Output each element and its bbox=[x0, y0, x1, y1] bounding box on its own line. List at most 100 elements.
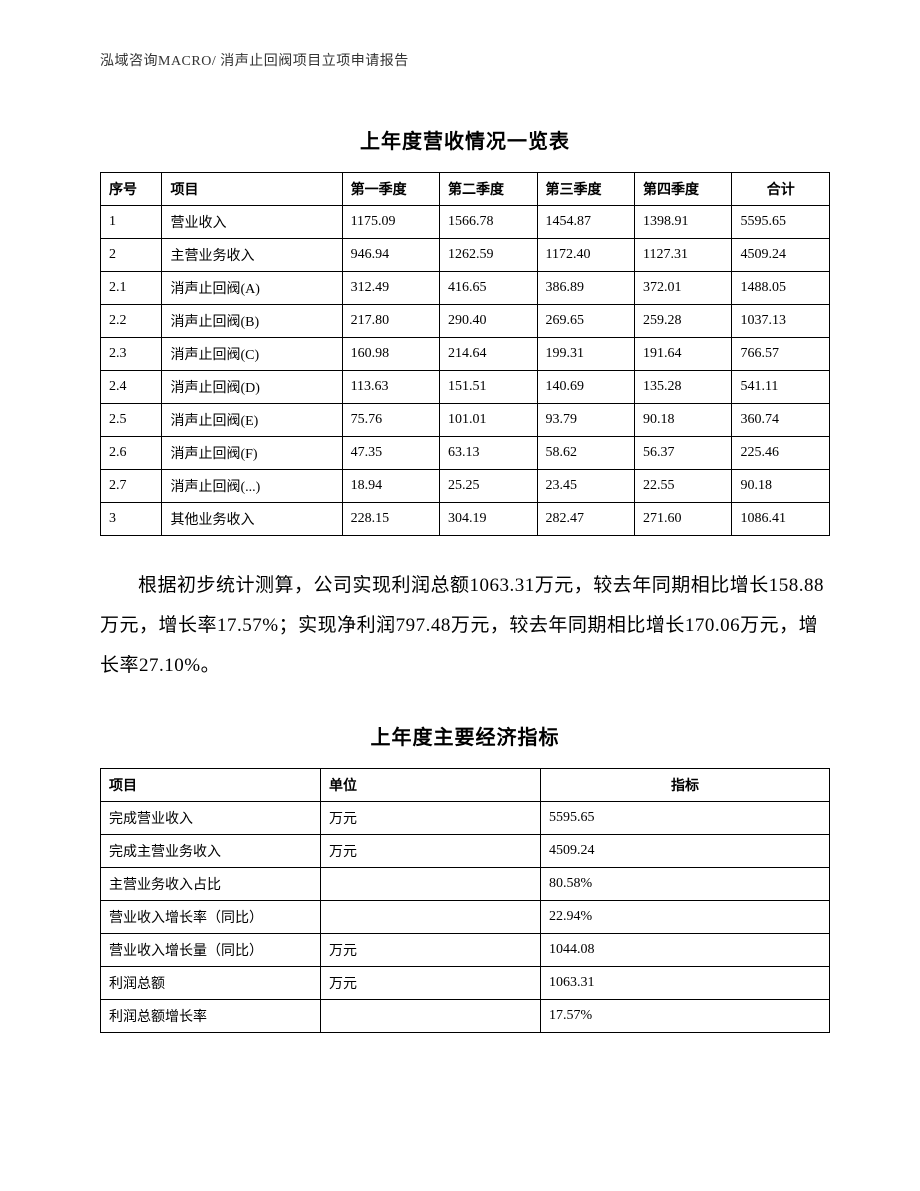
col-header-item: 项目 bbox=[162, 173, 342, 206]
table-cell: 228.15 bbox=[342, 503, 439, 536]
col-header-q3: 第三季度 bbox=[537, 173, 634, 206]
table-cell: 1044.08 bbox=[541, 933, 830, 966]
table-cell bbox=[321, 900, 541, 933]
table-cell: 214.64 bbox=[440, 338, 537, 371]
table-cell: 消声止回阀(B) bbox=[162, 305, 342, 338]
table-cell: 160.98 bbox=[342, 338, 439, 371]
table-cell: 主营业务收入占比 bbox=[101, 867, 321, 900]
table-cell: 营业收入增长率（同比） bbox=[101, 900, 321, 933]
table-row: 营业收入增长量（同比）万元1044.08 bbox=[101, 933, 830, 966]
table-cell: 269.65 bbox=[537, 305, 634, 338]
table-cell: 完成主营业务收入 bbox=[101, 834, 321, 867]
table-cell: 万元 bbox=[321, 933, 541, 966]
table-cell: 191.64 bbox=[634, 338, 731, 371]
table-row: 营业收入增长率（同比） 22.94% bbox=[101, 900, 830, 933]
table-cell: 1172.40 bbox=[537, 239, 634, 272]
table-cell: 22.94% bbox=[541, 900, 830, 933]
table-cell: 151.51 bbox=[440, 371, 537, 404]
table-cell: 58.62 bbox=[537, 437, 634, 470]
table-cell: 312.49 bbox=[342, 272, 439, 305]
col-header-q4: 第四季度 bbox=[634, 173, 731, 206]
table-row: 利润总额万元1063.31 bbox=[101, 966, 830, 999]
table-row: 利润总额增长率 17.57% bbox=[101, 999, 830, 1032]
table-cell: 23.45 bbox=[537, 470, 634, 503]
table1-title: 上年度营收情况一览表 bbox=[100, 125, 830, 154]
table-cell: 2 bbox=[101, 239, 162, 272]
table-cell: 140.69 bbox=[537, 371, 634, 404]
revenue-table: 序号 项目 第一季度 第二季度 第三季度 第四季度 合计 1营业收入1175.0… bbox=[100, 172, 830, 536]
table-cell: 消声止回阀(C) bbox=[162, 338, 342, 371]
table-cell: 消声止回阀(F) bbox=[162, 437, 342, 470]
table-cell: 386.89 bbox=[537, 272, 634, 305]
table-cell: 199.31 bbox=[537, 338, 634, 371]
table-cell: 1398.91 bbox=[634, 206, 731, 239]
table2-title: 上年度主要经济指标 bbox=[100, 721, 830, 750]
table-cell: 4509.24 bbox=[732, 239, 830, 272]
table-cell: 259.28 bbox=[634, 305, 731, 338]
table-cell bbox=[321, 867, 541, 900]
table-cell: 63.13 bbox=[440, 437, 537, 470]
table-cell: 其他业务收入 bbox=[162, 503, 342, 536]
table-row: 主营业务收入占比 80.58% bbox=[101, 867, 830, 900]
table-cell: 113.63 bbox=[342, 371, 439, 404]
table-row: 2.3消声止回阀(C)160.98214.64199.31191.64766.5… bbox=[101, 338, 830, 371]
table-cell: 营业收入增长量（同比） bbox=[101, 933, 321, 966]
table-cell: 万元 bbox=[321, 834, 541, 867]
table-cell: 217.80 bbox=[342, 305, 439, 338]
page-header: 泓域咨询MACRO/ 消声止回阀项目立项申请报告 bbox=[100, 50, 830, 70]
table-cell: 101.01 bbox=[440, 404, 537, 437]
table-cell: 290.40 bbox=[440, 305, 537, 338]
table-cell: 万元 bbox=[321, 966, 541, 999]
table-cell: 2.5 bbox=[101, 404, 162, 437]
table-cell: 1127.31 bbox=[634, 239, 731, 272]
table-cell: 75.76 bbox=[342, 404, 439, 437]
table-cell: 1086.41 bbox=[732, 503, 830, 536]
table-cell: 372.01 bbox=[634, 272, 731, 305]
table-cell: 1566.78 bbox=[440, 206, 537, 239]
table-cell: 47.35 bbox=[342, 437, 439, 470]
table-cell: 消声止回阀(...) bbox=[162, 470, 342, 503]
table-cell: 56.37 bbox=[634, 437, 731, 470]
table-cell: 5595.65 bbox=[732, 206, 830, 239]
table-header-row: 序号 项目 第一季度 第二季度 第三季度 第四季度 合计 bbox=[101, 173, 830, 206]
table-cell: 2.2 bbox=[101, 305, 162, 338]
table-cell: 消声止回阀(E) bbox=[162, 404, 342, 437]
table-cell: 1454.87 bbox=[537, 206, 634, 239]
table-row: 3其他业务收入228.15304.19282.47271.601086.41 bbox=[101, 503, 830, 536]
table-cell: 消声止回阀(D) bbox=[162, 371, 342, 404]
table-cell: 4509.24 bbox=[541, 834, 830, 867]
table-cell: 22.55 bbox=[634, 470, 731, 503]
col-header-unit: 单位 bbox=[321, 768, 541, 801]
table-row: 2.5消声止回阀(E)75.76101.0193.7990.18360.74 bbox=[101, 404, 830, 437]
table-cell: 17.57% bbox=[541, 999, 830, 1032]
table-cell: 2.4 bbox=[101, 371, 162, 404]
summary-paragraph: 根据初步统计测算，公司实现利润总额1063.31万元，较去年同期相比增长158.… bbox=[100, 566, 830, 686]
table-cell: 利润总额增长率 bbox=[101, 999, 321, 1032]
table-cell: 416.65 bbox=[440, 272, 537, 305]
table-cell: 3 bbox=[101, 503, 162, 536]
table-cell: 1063.31 bbox=[541, 966, 830, 999]
table-cell: 2.7 bbox=[101, 470, 162, 503]
table-row: 2.6消声止回阀(F)47.3563.1358.6256.37225.46 bbox=[101, 437, 830, 470]
table-row: 完成主营业务收入万元4509.24 bbox=[101, 834, 830, 867]
table-cell: 营业收入 bbox=[162, 206, 342, 239]
table-header-row: 项目 单位 指标 bbox=[101, 768, 830, 801]
col-header-project: 项目 bbox=[101, 768, 321, 801]
table-row: 完成营业收入万元5595.65 bbox=[101, 801, 830, 834]
table-row: 2.1消声止回阀(A)312.49416.65386.89372.011488.… bbox=[101, 272, 830, 305]
table-cell: 万元 bbox=[321, 801, 541, 834]
table-cell: 80.58% bbox=[541, 867, 830, 900]
table-cell bbox=[321, 999, 541, 1032]
table-cell: 282.47 bbox=[537, 503, 634, 536]
table-cell: 5595.65 bbox=[541, 801, 830, 834]
table-cell: 1 bbox=[101, 206, 162, 239]
table-cell: 25.25 bbox=[440, 470, 537, 503]
table-cell: 360.74 bbox=[732, 404, 830, 437]
table-cell: 1037.13 bbox=[732, 305, 830, 338]
table-cell: 90.18 bbox=[634, 404, 731, 437]
table-cell: 2.1 bbox=[101, 272, 162, 305]
table-cell: 946.94 bbox=[342, 239, 439, 272]
table-row: 2.7消声止回阀(...)18.9425.2523.4522.5590.18 bbox=[101, 470, 830, 503]
table-cell: 766.57 bbox=[732, 338, 830, 371]
table-cell: 2.6 bbox=[101, 437, 162, 470]
